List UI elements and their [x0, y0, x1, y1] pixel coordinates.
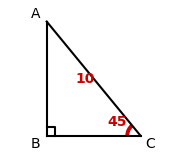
Text: 10: 10 [75, 72, 95, 86]
Text: C: C [145, 137, 155, 150]
Text: 45: 45 [107, 116, 127, 129]
Text: A: A [31, 7, 41, 21]
Text: B: B [31, 137, 41, 150]
